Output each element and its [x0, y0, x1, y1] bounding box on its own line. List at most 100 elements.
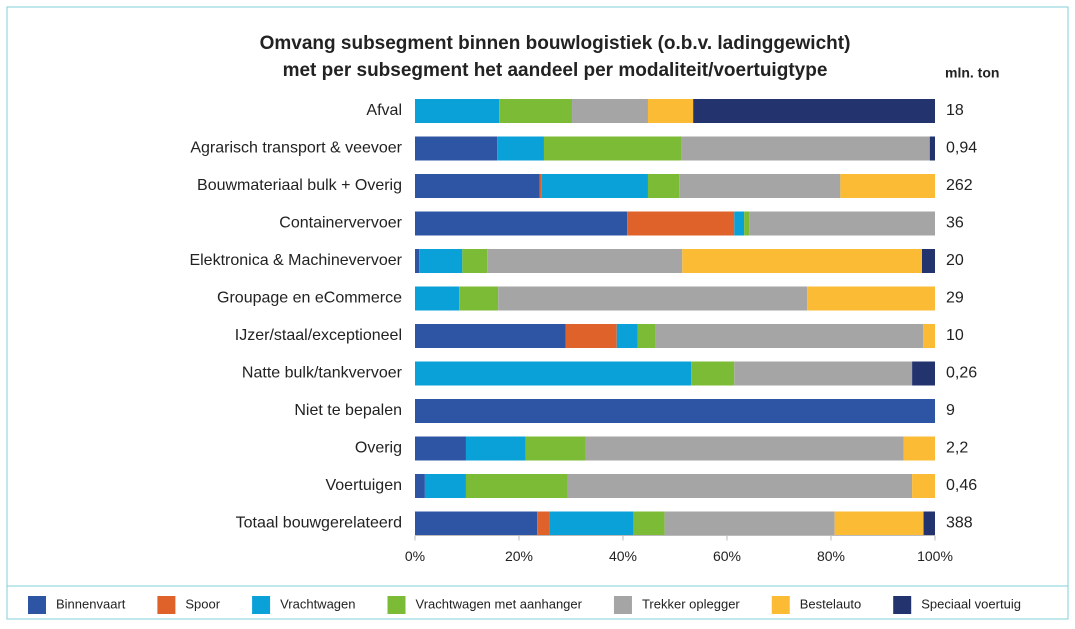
bar-segment [541, 174, 648, 198]
legend-swatch [157, 596, 176, 614]
bar-segment [734, 361, 913, 386]
total-label: 10 [946, 327, 964, 344]
total-label: 0,94 [946, 140, 977, 157]
bar-segment [923, 511, 935, 536]
bar-segment [415, 99, 500, 123]
totals-header: mln. ton [945, 65, 999, 81]
total-label: 9 [946, 402, 955, 419]
x-tick-label: 100% [917, 548, 953, 564]
bar-segment [627, 211, 735, 236]
bar-segment [537, 511, 550, 536]
bar-segment [415, 511, 538, 536]
y-tick-label: Voertuigen [325, 477, 402, 494]
legend-swatch [893, 596, 912, 614]
bar-segment [922, 249, 935, 273]
total-label: 262 [946, 177, 973, 194]
bar-segment [565, 324, 617, 348]
bar-segment [465, 474, 568, 498]
x-tick-label: 0% [405, 548, 425, 564]
legend-label: Vrachtwagen met aanhanger [416, 596, 583, 611]
bar-segment [923, 324, 935, 348]
bar-segment [465, 436, 526, 461]
bar-segment [655, 324, 924, 348]
legend-swatch [771, 596, 790, 614]
bar-segment [682, 249, 922, 273]
bar-segment [415, 249, 420, 273]
legend-label: Vrachtwagen [280, 596, 355, 611]
bar-segment [691, 361, 735, 386]
bar-segment [633, 511, 665, 536]
x-tick-label: 20% [505, 548, 533, 564]
legend-swatch [387, 596, 406, 614]
bar-segment [415, 174, 540, 198]
total-label: 20 [946, 252, 964, 269]
bar-segment [744, 211, 750, 236]
chart-subtitle: met per subsegment het aandeel per modal… [283, 60, 828, 81]
bar-segment [415, 361, 692, 386]
y-tick-label: Overig [355, 440, 402, 457]
bar-segment [637, 324, 656, 348]
legend-label: Binnenvaart [56, 596, 126, 611]
bar-segment [549, 511, 634, 536]
bar-segment [840, 174, 935, 198]
chart-title: Omvang subsegment binnen bouwlogistiek (… [260, 33, 851, 54]
bar-segment [664, 511, 835, 536]
legend-swatch [28, 596, 46, 614]
frame [6, 6, 1069, 620]
bar-segment [929, 136, 935, 161]
y-tick-label: Bouwmateriaal bulk + Overig [197, 177, 402, 194]
y-tick-label: Groupage en eCommerce [217, 290, 402, 307]
bar-segment [749, 211, 935, 236]
total-label: 18 [946, 102, 964, 119]
x-tick-label: 80% [817, 548, 845, 564]
x-tick-label: 60% [713, 548, 741, 564]
bar-segment [462, 249, 488, 273]
bar-segment [679, 174, 841, 198]
legend-swatch [613, 596, 632, 614]
legend-label: Trekker oplegger [642, 596, 740, 611]
bar-segment [415, 436, 466, 461]
legend-label: Spoor [185, 596, 220, 611]
bar-segment [415, 474, 425, 498]
y-tick-label: IJzer/staal/exceptioneel [235, 327, 402, 344]
bar-segment [497, 136, 544, 161]
bar-segment [903, 436, 935, 461]
bar-segment [681, 136, 930, 161]
total-label: 388 [946, 515, 973, 532]
bar-segment [415, 136, 498, 161]
legend-label: Bestelauto [800, 596, 861, 611]
bar-segment [525, 436, 586, 461]
bar-segment [567, 474, 913, 498]
bar-segment [543, 136, 682, 161]
bar-segment [734, 211, 745, 236]
bar-segment [499, 99, 573, 123]
x-tick-label: 40% [609, 548, 637, 564]
bar-segment [539, 174, 542, 198]
bar-segment [807, 286, 935, 311]
legend-swatch [252, 596, 271, 614]
bar-segment [912, 361, 935, 386]
y-tick-label: Afval [366, 102, 402, 119]
bar-segment [693, 99, 935, 123]
bar-segment [912, 474, 935, 498]
y-tick-label: Natte bulk/tankvervoer [242, 365, 403, 382]
total-label: 0,26 [946, 365, 977, 382]
bar-segment [419, 249, 463, 273]
y-tick-label: Elektronica & Machinevervoer [189, 252, 402, 269]
total-label: 0,46 [946, 477, 977, 494]
total-label: 2,2 [946, 440, 968, 457]
bar-segment [415, 399, 935, 423]
y-tick-label: Totaal bouwgerelateerd [236, 515, 402, 532]
bar-segment [498, 286, 808, 311]
bar-segment [415, 286, 460, 311]
bar-segment [459, 286, 499, 311]
y-tick-label: Containervervoer [279, 215, 402, 232]
bar-segment [572, 99, 648, 123]
bar-segment [585, 436, 904, 461]
bar-segment [424, 474, 466, 498]
y-tick-label: Agrarisch transport & veevoer [190, 140, 402, 157]
bar-segment [834, 511, 924, 536]
legend-label: Speciaal voertuig [921, 596, 1021, 611]
bar-segment [415, 324, 566, 348]
